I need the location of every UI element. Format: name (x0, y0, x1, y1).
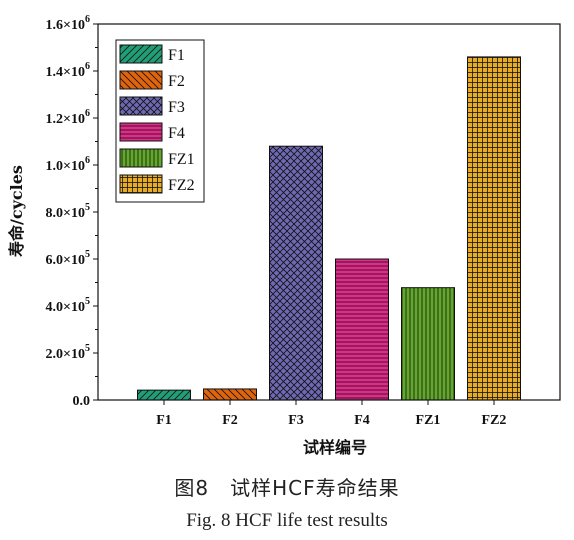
figure-caption-chinese: 图8 试样HCF寿命结果 (174, 476, 400, 500)
bar-f4 (335, 258, 389, 401)
x-tick-label: FZ1 (416, 413, 441, 428)
bar-fz2 (467, 56, 521, 401)
y-tick-label: 1.6×106 (46, 14, 90, 33)
legend-swatch (119, 70, 163, 90)
legend-label: F4 (168, 125, 185, 142)
legend-label: F1 (168, 47, 185, 64)
legend-swatch (119, 148, 163, 168)
y-tick-label: 1.0×106 (46, 155, 90, 174)
bar-chart: F1 F2 F3 F4 FZ1 FZ2 0.0 2.0×105 4.0×105 6.0×105 8.… (7, 14, 561, 457)
bar-f3 (269, 145, 323, 401)
x-tick-label: FZ2 (482, 413, 507, 428)
bar-f2 (203, 388, 257, 401)
bar-f1 (137, 389, 191, 401)
legend-swatch (119, 44, 163, 64)
plot-area: F1 F2 F3 F4 FZ1 FZ2 0.0 2.0×105 4.0×105 6.0×105 8.… (46, 14, 561, 428)
y-tick-label: 0.0 (73, 394, 91, 409)
y-axis-label: 寿命/cycles (7, 165, 26, 257)
y-tick-label: 6.0×105 (46, 249, 90, 268)
legend-label: F3 (168, 99, 185, 116)
y-tick-label: 4.0×105 (46, 296, 90, 315)
x-tick-label: F2 (222, 413, 238, 428)
x-axis-label: 试样编号 (303, 438, 367, 457)
bar-fz1 (401, 287, 455, 401)
y-tick-label: 1.2×106 (46, 108, 90, 127)
x-tick-label: F4 (354, 413, 370, 428)
y-tick-label: 8.0×105 (46, 202, 90, 221)
legend-swatch (119, 174, 163, 194)
x-tick-label: F1 (156, 413, 172, 428)
legend-label: FZ2 (168, 177, 195, 194)
y-tick-label: 1.4×106 (46, 61, 90, 80)
legend-swatch (119, 96, 163, 116)
figure-caption-english: Fig. 8 HCF life test results (186, 510, 388, 531)
legend-swatch (119, 122, 163, 142)
legend-label: F2 (168, 73, 185, 90)
x-tick-label: F3 (288, 413, 304, 428)
legend: F1 F2 F3 F4 FZ1 FZ2 (115, 39, 205, 203)
legend-label: FZ1 (168, 151, 195, 168)
y-tick-label: 2.0×105 (46, 343, 90, 362)
